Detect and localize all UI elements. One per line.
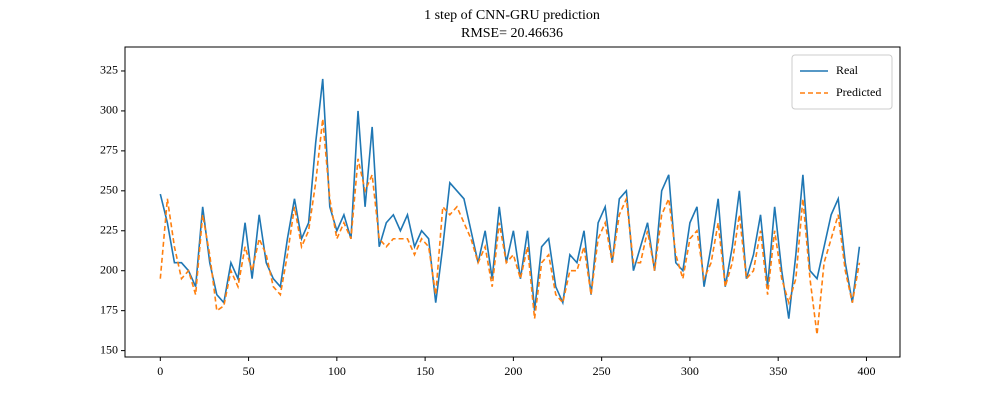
y-tick-label: 275 xyxy=(100,143,118,157)
x-tick-label: 250 xyxy=(593,364,611,378)
x-tick-label: 200 xyxy=(504,364,522,378)
series-line xyxy=(159,118,861,335)
y-tick-label: 225 xyxy=(100,223,118,237)
y-tick-label: 150 xyxy=(100,342,118,356)
y-tick-label: 325 xyxy=(100,63,118,77)
x-tick-label: 300 xyxy=(681,364,699,378)
chart-title: 1 step of CNN-GRU prediction xyxy=(424,8,600,23)
x-tick-label: 100 xyxy=(328,364,346,378)
chart-subtitle: RMSE= 20.46636 xyxy=(461,26,563,41)
x-tick-label: 50 xyxy=(243,364,255,378)
y-tick-label: 250 xyxy=(100,183,118,197)
legend-label: Real xyxy=(836,63,859,77)
legend-label: Predicted xyxy=(836,85,881,99)
y-tick-label: 300 xyxy=(100,103,118,117)
legend-box xyxy=(791,54,893,110)
x-tick-label: 0 xyxy=(157,364,163,378)
x-tick-label: 150 xyxy=(416,364,434,378)
plot-frame xyxy=(124,46,901,358)
x-tick-label: 350 xyxy=(769,364,787,378)
series-line xyxy=(159,78,861,319)
y-tick-label: 175 xyxy=(100,302,118,316)
y-tick-label: 200 xyxy=(100,262,118,276)
x-tick-label: 400 xyxy=(857,364,875,378)
